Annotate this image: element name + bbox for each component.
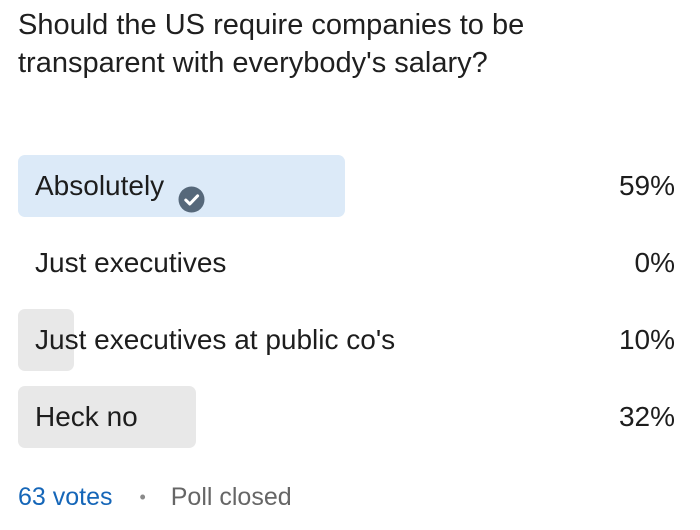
- option-percent: 32%: [618, 401, 675, 432]
- option-label-row: Heck no: [35, 386, 138, 448]
- poll-question: Should the US require companies to be tr…: [18, 9, 525, 79]
- separator-dot: •: [139, 487, 146, 507]
- poll-status: Poll closed: [170, 483, 292, 511]
- poll-option-absolutely[interactable]: Absolutely 59%: [18, 155, 678, 217]
- option-label-row: Just executives at public co's: [35, 309, 395, 371]
- check-circle-icon: [178, 173, 205, 212]
- result-bar: [18, 386, 196, 448]
- option-percent: 10%: [618, 324, 675, 355]
- poll-option-heck-no[interactable]: Heck no 32%: [18, 386, 678, 448]
- option-label-row: Just executives: [35, 232, 226, 294]
- option-label: Just executives: [35, 247, 227, 278]
- option-label-row: Absolutely: [35, 155, 205, 217]
- result-bar: [18, 309, 74, 371]
- poll-option-just-executives[interactable]: Just executives 0%: [18, 232, 678, 294]
- option-percent: 59%: [618, 170, 675, 201]
- vote-count-link[interactable]: 63 votes: [18, 483, 113, 511]
- option-percent: 0%: [634, 247, 675, 278]
- poll-footer: 63 votes • Poll closed: [18, 480, 292, 514]
- option-label: Absolutely: [35, 170, 165, 201]
- option-label: Heck no: [35, 401, 138, 432]
- option-label: Just executives at public co's: [35, 324, 396, 355]
- poll-option-public-cos[interactable]: Just executives at public co's 10%: [18, 309, 678, 371]
- poll-options: Absolutely 59% Just executives 0% Just e…: [18, 155, 678, 463]
